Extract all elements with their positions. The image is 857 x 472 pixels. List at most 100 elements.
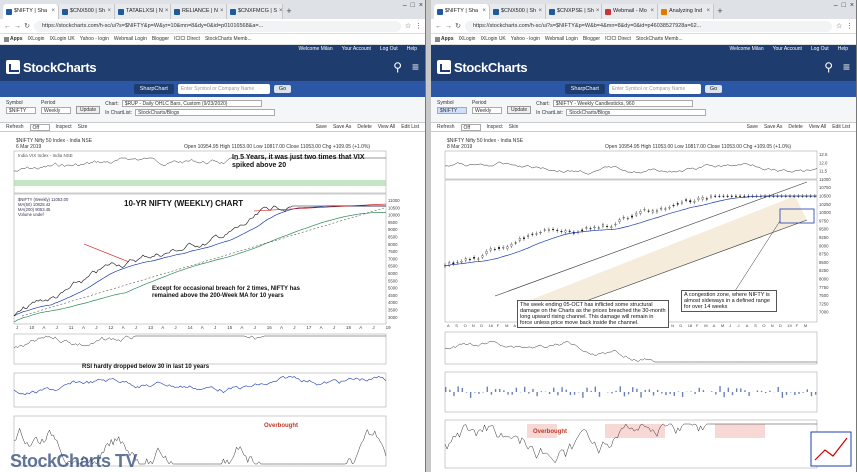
bookmark-apps[interactable]: Apps [4, 36, 23, 42]
sharpchart-dropdown[interactable]: SharpChart [564, 84, 605, 94]
bookmark[interactable]: Blogger [151, 36, 170, 42]
chart-select[interactable]: $RUP - Daily OHLC Bars, Custom (9/23/202… [121, 100, 262, 107]
bookmark[interactable]: IXLogin [458, 36, 476, 42]
minimize-icon[interactable]: – [833, 2, 838, 9]
help-link[interactable]: Help [837, 46, 848, 52]
bookmark[interactable]: Yahoo - login [510, 36, 540, 42]
symbol-field[interactable]: $NIFTY [6, 107, 36, 114]
bookmark[interactable]: ICICI Direct [605, 36, 631, 42]
logout-link[interactable]: Log Out [379, 46, 398, 52]
bookmark[interactable]: StockCharts Memb... [635, 36, 683, 42]
bookmark[interactable]: IXLogin [27, 36, 45, 42]
save-button[interactable]: Save [746, 124, 758, 130]
tab-cnxpse[interactable]: $CNXPSE | Sh × [546, 4, 602, 19]
close-icon[interactable]: × [219, 8, 224, 14]
back-icon[interactable]: ← [4, 22, 11, 30]
close-icon[interactable]: × [538, 8, 542, 14]
inspect-checkbox[interactable]: Inspect [486, 124, 503, 130]
close-window-icon[interactable]: × [418, 2, 423, 9]
save-as-button[interactable]: Save As [332, 124, 352, 130]
bookmark[interactable]: ICICI Direct [174, 36, 200, 42]
star-icon[interactable]: ☆ [405, 23, 412, 30]
nifty-candlestick-chart[interactable]: $NIFTY Nifty 50 Index - India NSE 8 Mar 2… [435, 136, 853, 472]
symbol-field[interactable]: $NIFTY [437, 107, 467, 114]
close-window-icon[interactable]: × [849, 2, 854, 9]
save-button[interactable]: Save [315, 124, 327, 130]
period-select[interactable]: Weekly [472, 107, 502, 114]
view-all-button[interactable]: View All [808, 124, 827, 130]
update-button[interactable]: Update [76, 106, 101, 114]
symbol-search-input[interactable]: Enter Symbol or Company Name [177, 84, 270, 94]
hamburger-menu-icon[interactable]: ≡ [411, 60, 419, 74]
hamburger-menu-icon[interactable]: ≡ [842, 60, 850, 74]
tab-nifty[interactable]: $NIFTY | Sha × [434, 4, 490, 19]
bookmark[interactable]: Yahoo - login [79, 36, 109, 42]
reload-icon[interactable]: ↻ [455, 23, 461, 30]
forward-icon[interactable]: → [445, 22, 452, 30]
chart-select[interactable]: $NIFTY - Weekly Candlesticks, 960 [552, 100, 693, 107]
close-icon[interactable]: × [164, 8, 169, 14]
stockcharts-logo[interactable]: StockCharts [6, 60, 97, 75]
symbol-search-input[interactable]: Enter Symbol or Company Name [608, 84, 701, 94]
sharpchart-dropdown[interactable]: SharpChart [133, 84, 174, 94]
close-icon[interactable]: × [482, 8, 486, 14]
refresh-select[interactable]: Off [29, 123, 50, 131]
back-icon[interactable]: ← [435, 22, 442, 30]
your-account-link[interactable]: Your Account [772, 46, 802, 52]
inspect-checkbox[interactable]: Inspect [55, 124, 72, 130]
close-icon[interactable]: × [706, 8, 710, 14]
bookmark[interactable]: IXLogin UK [480, 36, 506, 42]
search-icon[interactable]: ⚲ [824, 60, 833, 74]
tab-nifty[interactable]: $NIFTY | Sha × [3, 4, 59, 19]
bookmark[interactable]: Webmail Login [544, 36, 578, 42]
maximize-icon[interactable]: □ [841, 2, 846, 9]
period-select[interactable]: Weekly [41, 107, 71, 114]
forward-icon[interactable]: → [14, 22, 21, 30]
close-icon[interactable]: × [650, 8, 654, 14]
nifty-chart[interactable]: $NIFTY Nifty 50 Index - India NSE 6 Mar 2… [4, 136, 422, 472]
url-field[interactable]: https://stockcharts.com/h-sc/ui?s=$NIFTY… [465, 20, 832, 32]
bookmark[interactable]: Webmail Login [113, 36, 147, 42]
refresh-select[interactable]: Off [460, 123, 481, 131]
go-button[interactable]: Go [704, 85, 723, 93]
maximize-icon[interactable]: □ [410, 2, 415, 9]
new-tab-button[interactable]: + [717, 6, 723, 16]
bookmark-apps[interactable]: Apps [435, 36, 454, 42]
size-checkbox[interactable]: Size [77, 124, 88, 130]
menu-icon[interactable]: ⋮ [846, 23, 853, 30]
close-icon[interactable]: × [595, 8, 600, 14]
url-field[interactable]: https://stockcharts.com/h-sc/ui?s=$NIFTY… [34, 20, 401, 32]
tab-reliance[interactable]: RELIANCE | N × [171, 4, 227, 19]
go-button[interactable]: Go [273, 85, 292, 93]
menu-icon[interactable]: ⋮ [415, 23, 422, 30]
star-icon[interactable]: ☆ [836, 23, 843, 30]
update-button[interactable]: Update [507, 106, 532, 114]
close-icon[interactable]: × [279, 8, 283, 14]
tab-analyzing[interactable]: Analyzing Ind × [658, 4, 714, 19]
edit-list-button[interactable]: Edit List [401, 124, 419, 130]
chartlist-select[interactable]: StockCharts/Blogs [135, 109, 276, 116]
new-tab-button[interactable]: + [286, 6, 292, 16]
help-link[interactable]: Help [406, 46, 417, 52]
bookmark[interactable]: StockCharts Memb... [204, 36, 252, 42]
minimize-icon[interactable]: – [402, 2, 407, 9]
view-all-button[interactable]: View All [377, 124, 396, 130]
logout-link[interactable]: Log Out [810, 46, 829, 52]
tab-cnx500[interactable]: $CNX500 | Sh × [490, 4, 546, 19]
bookmark[interactable]: IXLogin UK [49, 36, 75, 42]
chartlist-select[interactable]: StockCharts/Blogs [566, 109, 707, 116]
tab-webmail[interactable]: Webmail - Mo × [602, 4, 658, 19]
close-icon[interactable]: × [107, 8, 111, 14]
edit-list-button[interactable]: Edit List [832, 124, 850, 130]
bookmark[interactable]: Blogger [582, 36, 601, 42]
search-icon[interactable]: ⚲ [393, 60, 402, 74]
stockcharts-logo[interactable]: StockCharts [437, 60, 528, 75]
your-account-link[interactable]: Your Account [341, 46, 371, 52]
reload-icon[interactable]: ↻ [24, 23, 30, 30]
tab-cnxfmcg[interactable]: $CNXFMCG | S × [227, 4, 283, 19]
tab-tataelxsi[interactable]: TATAELXSI | N × [115, 4, 171, 19]
delete-button[interactable]: Delete [788, 124, 803, 130]
save-as-button[interactable]: Save As [763, 124, 783, 130]
delete-button[interactable]: Delete [357, 124, 372, 130]
close-icon[interactable]: × [51, 8, 55, 14]
